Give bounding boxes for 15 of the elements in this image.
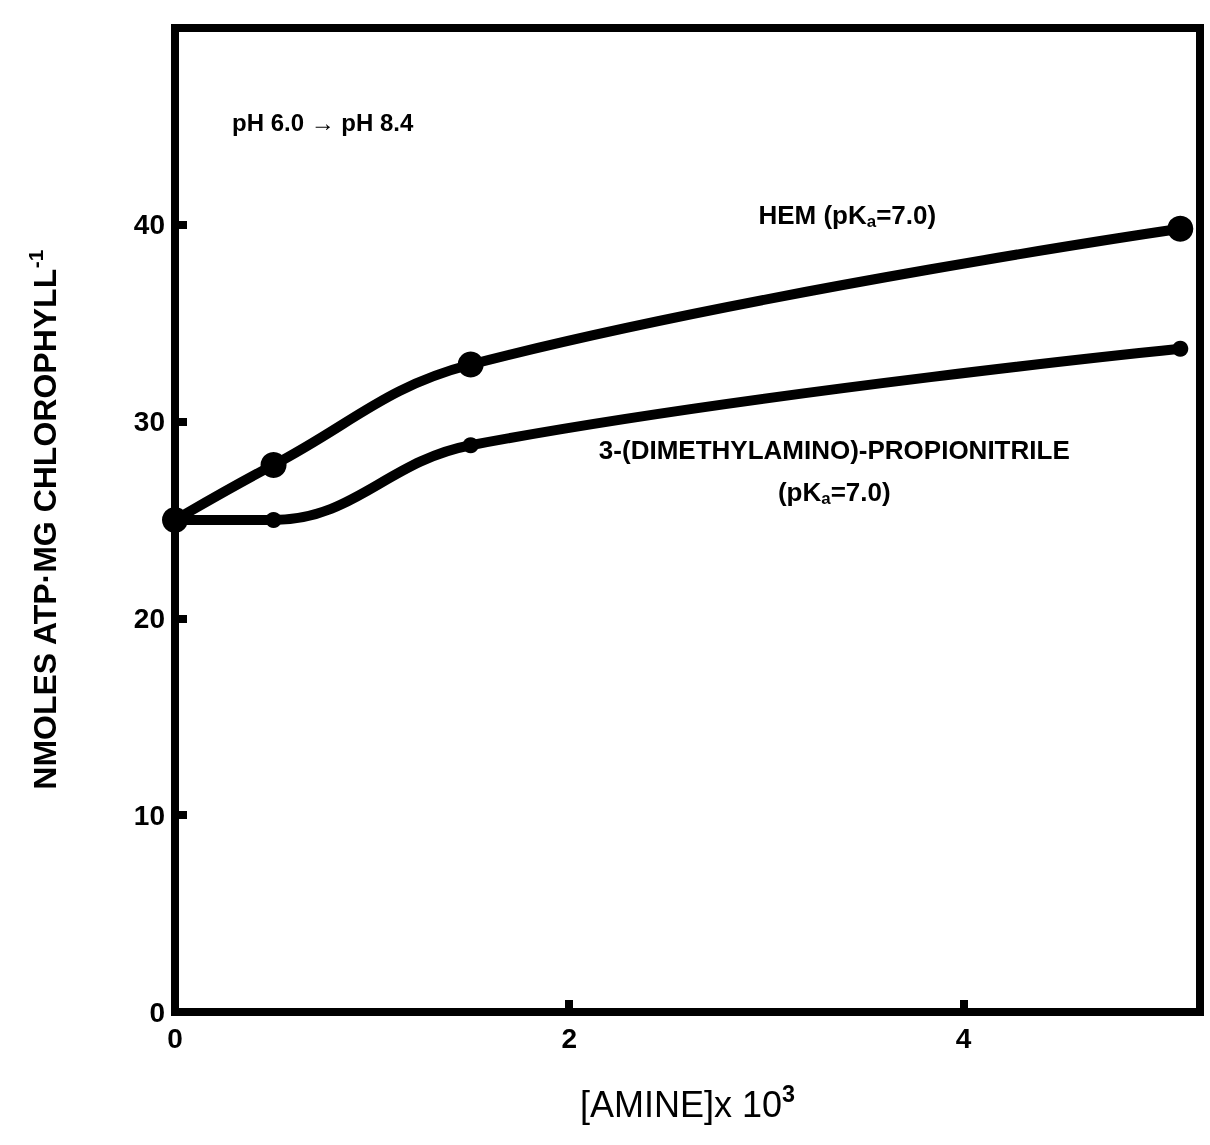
point [260, 451, 287, 478]
point [457, 351, 484, 378]
annotation: pH 6.0 → pH 8.4 [232, 108, 415, 136]
y-tick-label: 0 [149, 996, 165, 1028]
y-tick-label: 30 [133, 406, 165, 438]
y-tick-label: 10 [133, 799, 165, 831]
point [462, 437, 479, 454]
y-tick-label: 20 [133, 602, 165, 634]
point [1167, 215, 1194, 242]
y-tick-label: 40 [133, 209, 165, 241]
point [1172, 340, 1189, 357]
y-axis-title: NMOLES ATP·MG CHLOROPHYLL-1 [23, 249, 63, 790]
x-tick-label: 4 [955, 1022, 972, 1054]
point [265, 512, 282, 528]
x-tick-label: 2 [561, 1022, 578, 1054]
